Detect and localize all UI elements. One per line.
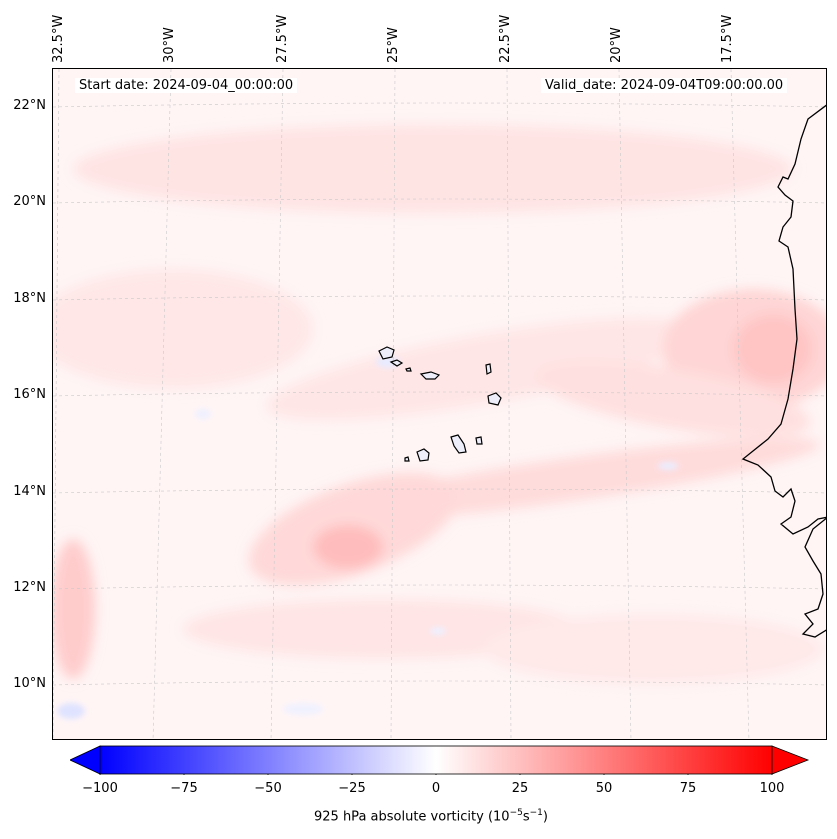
colorbar-min-extend	[70, 745, 101, 775]
vorticity-band-south	[183, 599, 583, 659]
island-brava	[404, 456, 410, 462]
parallel-22n	[53, 102, 826, 108]
lon-label-30w: 30°W	[162, 27, 177, 63]
colorbar-title-end: )	[542, 809, 548, 825]
lon-label-17.5w: 17.5°W	[720, 14, 735, 63]
colorbar-tick-label: −50	[254, 781, 282, 796]
island-sao-nicolau	[419, 371, 441, 380]
negative-vorticity	[57, 356, 678, 719]
island-sao-vicente	[389, 359, 404, 367]
africa-coastline	[741, 104, 826, 535]
colorbar-gradient	[99, 745, 773, 775]
meridian-17.5w	[730, 69, 750, 739]
island-santo-antao	[378, 346, 395, 360]
island-maio	[475, 436, 483, 445]
vorticity-disturbance-core	[313, 525, 383, 569]
cape-verde-islands	[378, 346, 502, 462]
lat-label-10n: 10°N	[13, 676, 46, 691]
vorticity-map: Start date: 2024-09-04_00:00:00 Valid_da…	[52, 68, 827, 740]
lon-label-25w: 25°W	[386, 27, 401, 63]
negative-vorticity-spot	[57, 703, 85, 719]
colorbar-tick-label: 25	[511, 781, 529, 796]
colorbar-tick-label: 75	[679, 781, 697, 796]
guinea-bissau-coast	[801, 517, 826, 638]
lat-label-12n: 12°N	[13, 580, 46, 595]
vorticity-coast-max	[733, 314, 813, 384]
island-fogo	[416, 448, 430, 462]
negative-vorticity-spot	[430, 627, 446, 635]
colorbar-tick-label: 50	[595, 781, 613, 796]
negative-vorticity-spot	[283, 703, 323, 715]
meridian-25w	[390, 69, 396, 739]
vorticity-band-north	[73, 124, 793, 214]
negative-vorticity-spot	[376, 356, 400, 368]
colorbar-title-unit: s	[522, 809, 530, 825]
lon-label-22.5w: 22.5°W	[498, 14, 513, 63]
negative-vorticity-spot	[658, 462, 678, 470]
colorbar-title-exp2: −1	[529, 808, 543, 818]
colorbar-title-main: 925 hPa absolute vorticity (10	[314, 809, 510, 825]
colorbar-ticks	[99, 774, 773, 775]
lon-label-32.5w: 32.5°W	[51, 14, 66, 63]
vorticity-band-central	[266, 317, 700, 421]
meridian-27.5w	[270, 69, 284, 739]
negative-vorticity-spot	[195, 409, 211, 419]
parallel-16n	[53, 391, 826, 397]
lon-label-20w: 20°W	[609, 27, 624, 63]
parallel-20n	[53, 198, 826, 204]
island-santa-luzia	[405, 367, 412, 372]
vorticity-band-west	[53, 269, 313, 389]
colorbar-tick-label: −25	[338, 781, 366, 796]
vorticity-band-southeast	[483, 614, 823, 684]
island-santiago	[450, 434, 467, 454]
lat-label-18n: 18°N	[13, 291, 46, 306]
lon-label-27.5w: 27.5°W	[275, 14, 290, 63]
colorbar-max-extend	[771, 745, 810, 775]
colorbar-tick-label: −75	[170, 781, 198, 796]
meridian-22.5w	[506, 69, 512, 739]
lat-label-20n: 20°N	[13, 194, 46, 209]
start-date-label: Start date: 2024-09-04_00:00:00	[75, 78, 298, 93]
meridian-20w	[618, 69, 632, 739]
colorbar-tick-label: −100	[82, 781, 118, 796]
lat-label-16n: 16°N	[13, 387, 46, 402]
island-sal	[485, 363, 492, 375]
island-boa-vista	[487, 392, 502, 406]
parallel-14n	[53, 488, 826, 494]
parallel-10n	[53, 680, 826, 686]
colorbar-tick-label: 0	[431, 781, 441, 796]
meridian-32.5w	[53, 69, 60, 739]
valid-date-label: Valid_date: 2024-09-04T09:00:00.00	[541, 78, 788, 93]
vorticity-field	[53, 124, 826, 684]
colorbar-title-exp1: −5	[509, 808, 523, 818]
map-svg	[53, 69, 826, 739]
colorbar-title: 925 hPa absolute vorticity (10−5s−1)	[314, 808, 548, 824]
colorbar-tick-label: 100	[759, 781, 785, 796]
vorticity-west-edge	[53, 539, 95, 679]
lat-label-22n: 22°N	[13, 98, 46, 113]
parallel-12n	[53, 584, 826, 590]
vorticity-band-east	[535, 360, 811, 438]
meridian-30w	[152, 69, 172, 739]
parallel-18n	[53, 295, 826, 301]
colorbar-svg	[70, 745, 810, 775]
graticule	[53, 69, 826, 739]
lat-label-14n: 14°N	[13, 484, 46, 499]
